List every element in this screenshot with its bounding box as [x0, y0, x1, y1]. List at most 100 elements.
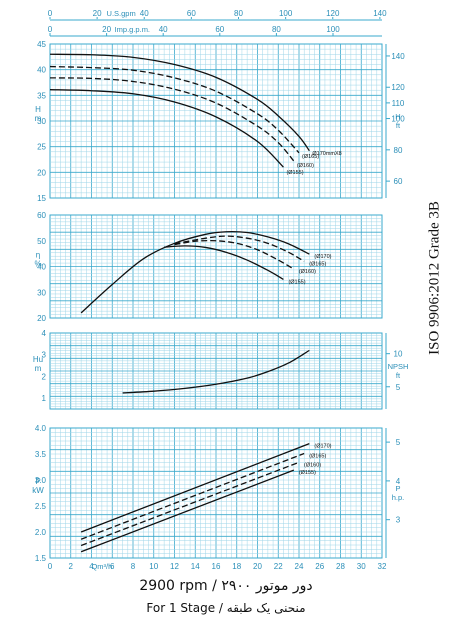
efficiency-series-label: (Ø155) — [288, 279, 305, 285]
gpm-tick-label: 100 — [279, 9, 293, 18]
x-tick-label: 26 — [315, 562, 324, 571]
head-right-tick-label: 100 — [391, 115, 405, 124]
power-curve-3 — [80, 461, 300, 547]
gpm-axis-label: U.S.gpm — [107, 9, 136, 18]
head-right-label-part: ft — [396, 121, 401, 130]
efficiency-ylabel-part: η — [36, 251, 40, 260]
npsh-ytick-label: 4 — [42, 329, 47, 338]
head-curve-4 — [49, 89, 284, 168]
efficiency-ytick-label: 20 — [37, 314, 46, 323]
x-tick-label: 24 — [295, 562, 304, 571]
npsh-right-label-part: ft — [396, 371, 401, 380]
head-right-label-part: H — [395, 112, 400, 121]
npsh-ytick-label: 1 — [42, 394, 47, 403]
imp-tick-label: 60 — [215, 25, 224, 34]
head-ytick-label: 30 — [37, 117, 46, 126]
efficiency-curve-1 — [80, 230, 310, 314]
power-ytick-label: 4.0 — [35, 424, 47, 433]
power-curve-4 — [80, 469, 295, 553]
head-right-tick-label: 80 — [394, 146, 403, 155]
power-right-tick-label: 4 — [396, 477, 401, 486]
head-ytick-label: 15 — [37, 194, 46, 203]
x-tick-label: 22 — [274, 562, 283, 571]
npsh-ytick-label: 2 — [42, 372, 47, 381]
power-right-label-part: P — [395, 484, 400, 493]
efficiency-ylabel-part: % — [34, 260, 41, 269]
power-ylabel-part: kW — [32, 486, 44, 495]
efficiency-ytick-label: 30 — [37, 288, 46, 297]
head-ylabel-part: m — [35, 114, 42, 123]
head-ylabel-part: H — [35, 105, 41, 114]
efficiency-curve-4 — [164, 245, 284, 280]
head-ytick-label: 20 — [37, 168, 46, 177]
npsh-right-tick-label: 10 — [394, 350, 403, 359]
gpm-tick-label: 20 — [93, 9, 102, 18]
x-axis-label: Qm³/h — [91, 562, 112, 571]
x-tick-label: 8 — [131, 562, 136, 571]
curve-layer — [49, 53, 310, 553]
efficiency-series-label: (Ø160) — [299, 269, 316, 275]
standard-label-box: ISO 9906:2012 Grade 3B — [425, 178, 445, 378]
head-curve-3 — [49, 77, 295, 162]
power-series-label: (Ø165) — [309, 453, 326, 459]
x-tick-label: 10 — [149, 562, 158, 571]
power-ytick-label: 3.5 — [35, 450, 47, 459]
efficiency-curve-3 — [174, 239, 295, 270]
x-tick-label: 16 — [212, 562, 221, 571]
imp-tick-label: 0 — [48, 25, 53, 34]
head-ytick-label: 25 — [37, 143, 46, 152]
x-tick-label: 30 — [357, 562, 366, 571]
npsh-ytick-label: 3 — [42, 351, 47, 360]
imp-tick-label: 100 — [326, 25, 340, 34]
head-right-tick-label: 60 — [394, 177, 403, 186]
npsh-ylabel-part: Hu — [33, 355, 43, 364]
gpm-tick-label: 80 — [234, 9, 243, 18]
head-ytick-label: 45 — [37, 40, 46, 49]
efficiency-ytick-label: 60 — [37, 211, 46, 220]
efficiency-series-label: (Ø165) — [309, 261, 326, 267]
power-series-label: (Ø170) — [314, 444, 331, 450]
efficiency-curve-2 — [174, 235, 305, 262]
x-tick-label: 12 — [170, 562, 179, 571]
rpm-caption: 2900 rpm / دور موتور ۲۹۰۰ — [139, 578, 313, 594]
x-tick-label: 18 — [232, 562, 241, 571]
npsh-curve-1 — [122, 349, 310, 394]
x-tick-label: 2 — [69, 562, 74, 571]
head-series-label: Ø170mmX8 — [312, 151, 341, 157]
head-series-label: (Ø160) — [297, 163, 314, 169]
gpm-tick-label: 0 — [48, 9, 53, 18]
power-ylabel-part: P — [35, 477, 40, 486]
power-curve-2 — [80, 452, 305, 540]
head-ytick-label: 35 — [37, 91, 46, 100]
head-right-tick-label: 140 — [391, 52, 405, 61]
power-series-label: (Ø160) — [304, 462, 321, 468]
power-ytick-label: 2.0 — [35, 528, 47, 537]
x-tick-label: 6 — [110, 562, 115, 571]
x-tick-label: 0 — [48, 562, 53, 571]
npsh-ylabel-part: m — [35, 364, 42, 373]
power-right-tick-label: 3 — [396, 516, 401, 525]
x-tick-label: 14 — [191, 562, 200, 571]
power-ytick-label: 3.0 — [35, 476, 47, 485]
efficiency-ytick-label: 50 — [37, 237, 46, 246]
x-tick-label: 20 — [253, 562, 262, 571]
head-ytick-label: 40 — [37, 66, 46, 75]
power-series-label: (Ø155) — [299, 470, 316, 476]
label-layer: Ø170mmX8(Ø165)(Ø160)(Ø155)(Ø170)(Ø165)(Ø… — [286, 151, 341, 476]
imp-tick-label: 80 — [272, 25, 281, 34]
efficiency-ytick-label: 40 — [37, 263, 46, 272]
head-curve-2 — [49, 65, 300, 154]
x-tick-label: 28 — [336, 562, 345, 571]
power-ytick-label: 1.5 — [35, 554, 47, 563]
x-tick-label: 4 — [89, 562, 94, 571]
power-curve-1 — [80, 442, 310, 533]
gpm-tick-label: 120 — [326, 9, 340, 18]
gpm-tick-label: 140 — [373, 9, 387, 18]
stage-caption: For 1 Stage / منحنی یک طبقه — [146, 601, 306, 615]
x-tick-label: 32 — [378, 562, 387, 571]
head-series-label: (Ø165) — [302, 154, 319, 160]
npsh-right-tick-label: 5 — [396, 383, 401, 392]
gpm-tick-label: 40 — [140, 9, 149, 18]
